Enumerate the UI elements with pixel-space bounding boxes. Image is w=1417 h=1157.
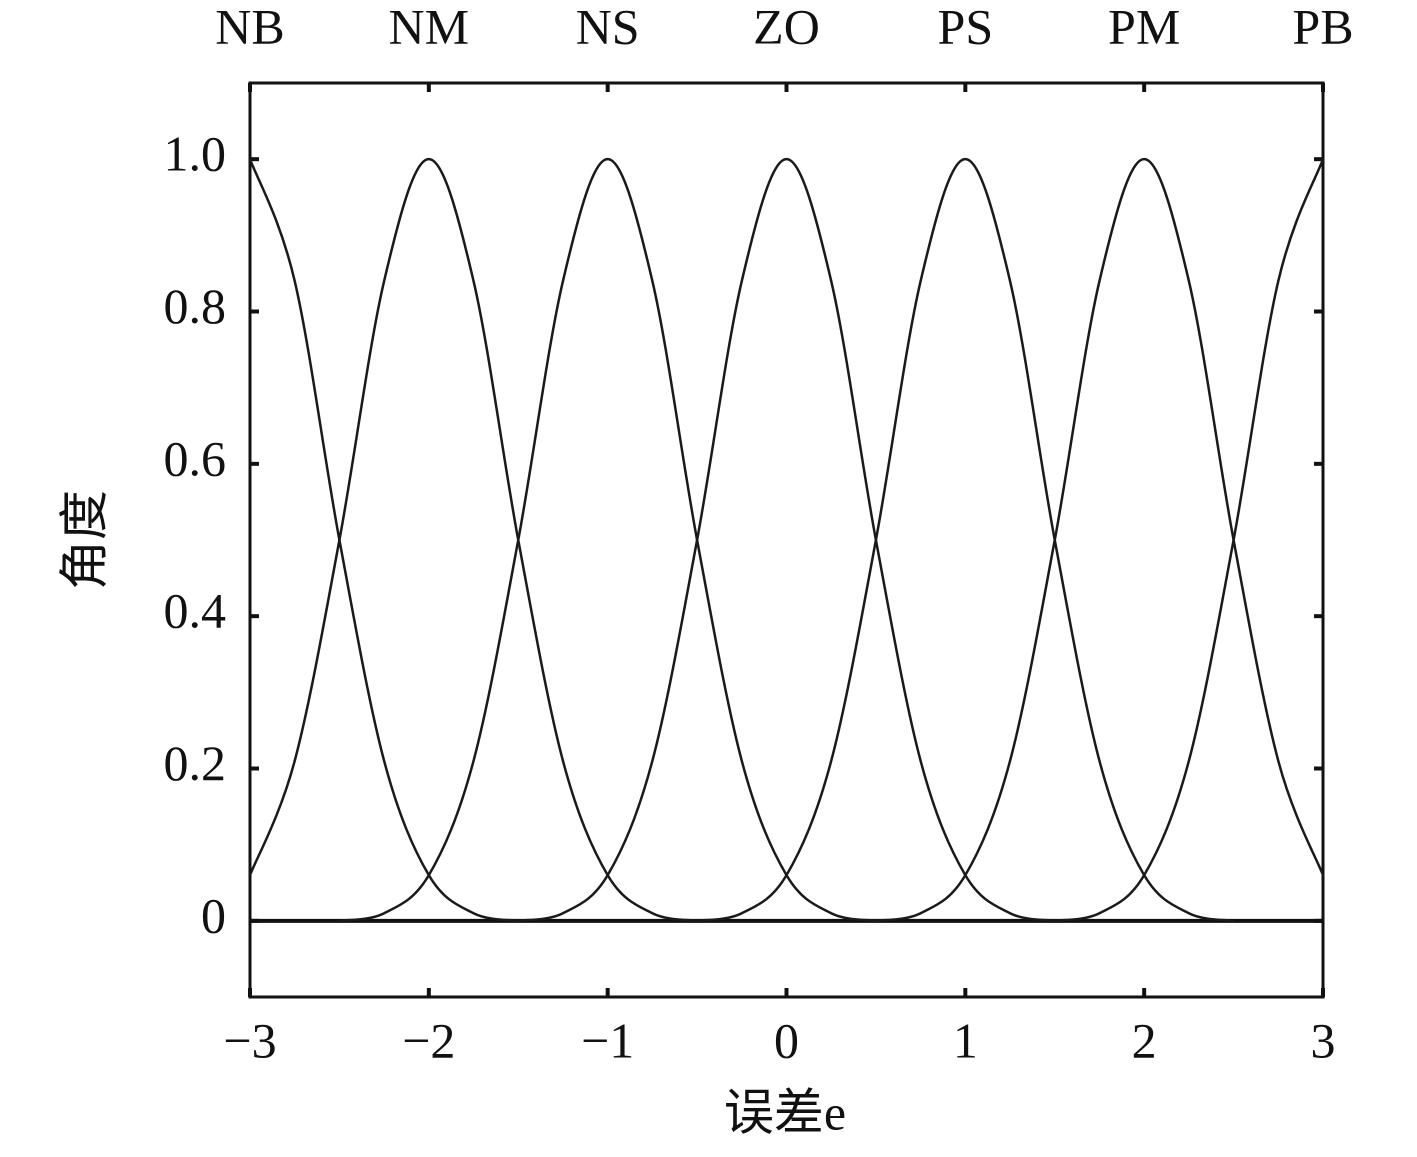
- x-tick-label: −2: [402, 1012, 455, 1068]
- series-line: [518, 157, 1055, 923]
- series-line: [248, 158, 519, 923]
- y-tick-label: 0.6: [164, 430, 227, 486]
- series-label: PM: [1108, 0, 1180, 54]
- y-tick-label: 0.4: [164, 583, 227, 639]
- series-label: ZO: [753, 0, 820, 54]
- series-line: [339, 157, 877, 923]
- y-tick-label: 0.8: [164, 278, 227, 334]
- y-tick-label: 0.2: [164, 735, 227, 791]
- series-label: NB: [215, 0, 284, 54]
- series-label: NS: [576, 0, 640, 54]
- plot-frame: [248, 81, 1325, 999]
- x-tick-label: 2: [1132, 1012, 1157, 1068]
- series-line: [875, 157, 1325, 923]
- series-line: [1054, 158, 1325, 923]
- y-tick-label: 1.0: [164, 126, 227, 182]
- series-line: [248, 157, 698, 923]
- series-line: [696, 157, 1234, 923]
- series-label: PS: [938, 0, 994, 54]
- x-tick-label: 0: [774, 1012, 799, 1068]
- y-tick-label: 0: [201, 887, 226, 943]
- x-tick-label: 3: [1311, 1012, 1336, 1068]
- x-axis-label: 误差e: [724, 1084, 846, 1140]
- y-axis-label: 角度: [56, 490, 112, 590]
- x-tick-label: −3: [223, 1012, 276, 1068]
- x-tick-label: −1: [581, 1012, 634, 1068]
- series-label: NM: [389, 0, 470, 54]
- x-tick-label: 1: [953, 1012, 978, 1068]
- series-label: PB: [1292, 0, 1353, 54]
